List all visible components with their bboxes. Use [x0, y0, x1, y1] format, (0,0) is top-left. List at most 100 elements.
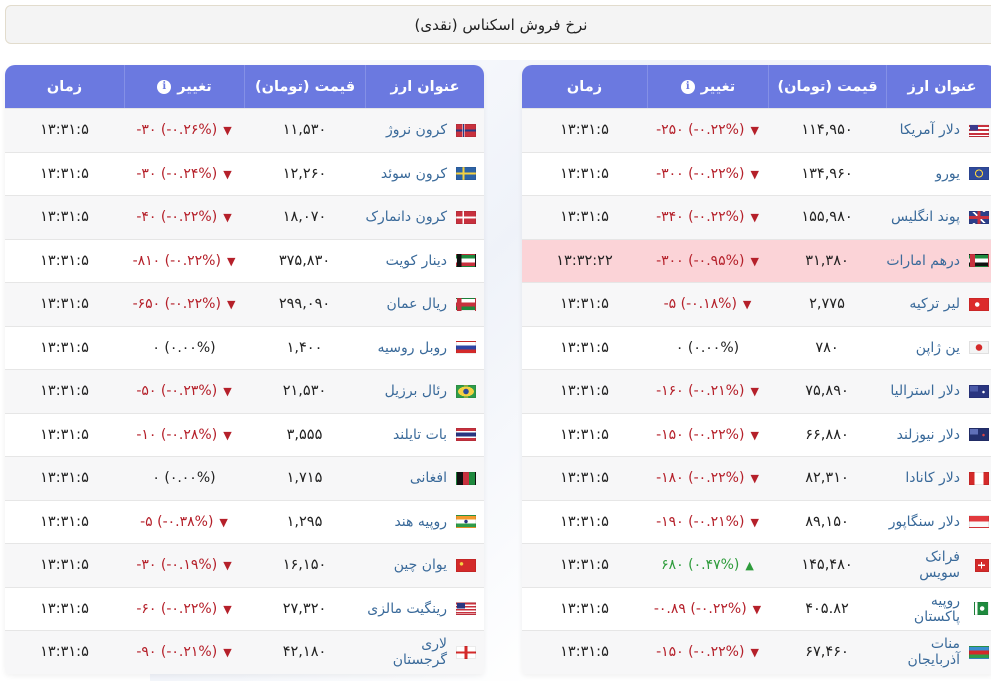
price-value: ۱,۴۰۰ [286, 339, 323, 356]
table-row[interactable]: کرون دانمارک ۱۸,۰۷۰ -۴۰ (-۰.۲۲%) ▼ ۱۳:۳۱:۵ [5, 195, 484, 239]
change-cell: ۰ (۰.۰۰%) [647, 327, 768, 370]
chevron-down-icon: ▼ [226, 254, 236, 268]
currency-name-cell[interactable]: لاری گرجستان [365, 631, 484, 674]
currency-name-link[interactable]: رینگیت مالزی [367, 600, 447, 617]
table-row[interactable]: رئال برزیل ۲۱,۵۳۰ -۵۰ (-۰.۲۳%) ▼ ۱۳:۳۱:۵ [5, 369, 484, 413]
table-row[interactable]: روپیه هند ۱,۲۹۵ -۵ (-۰.۳۸%) ▼ ۱۳:۳۱:۵ [5, 499, 484, 544]
table-row[interactable]: فرانک سویس ۱۴۵,۴۸۰ ۶۸۰ (۰.۴۷%) ▲ ۱۳:۳۱:۵ [522, 543, 991, 587]
currency-name-cell[interactable]: دلار استرالیا [886, 370, 991, 413]
currency-name-cell[interactable]: کرون نروژ [365, 109, 484, 152]
column-header-name[interactable]: عنوان ارز [365, 65, 484, 108]
currency-name-link[interactable]: درهم امارات [886, 252, 960, 269]
table-row[interactable]: یوان چین ۱۶,۱۵۰ -۳۰ (-۰.۱۹%) ▼ ۱۳:۳۱:۵ [5, 543, 484, 587]
table-row[interactable]: درهم امارات ۳۱,۳۸۰ -۳۰۰ (-۰.۹۵%) ▼ ۱۳:۳۲:۲۲ [522, 238, 991, 283]
currency-name-link[interactable]: یورو [935, 165, 960, 182]
time-cell: ۱۳:۳۱:۵ [5, 588, 124, 631]
price-value: ۱,۲۹۵ [286, 513, 323, 530]
currency-name-cell[interactable]: کرون سوئد [365, 153, 484, 196]
column-header-change[interactable]: تغییر i [647, 65, 768, 108]
table-row[interactable]: دلار آمریکا ۱۱۴,۹۵۰ -۲۵۰ (-۰.۲۲%) ▼ ۱۳:۳۱:۵ [522, 108, 991, 152]
currency-name-cell[interactable]: درهم امارات [886, 240, 991, 283]
change-cell: -۵ (-۰.۳۸%) ▼ [124, 501, 244, 544]
table-row[interactable]: بات تایلند ۳,۵۵۵ -۱۰ (-۰.۲۸%) ▼ ۱۳:۳۱:۵ [5, 412, 484, 457]
currency-name-link[interactable]: کرون نروژ [385, 122, 447, 139]
column-header-time[interactable]: زمان [566, 78, 603, 95]
currency-name-link[interactable]: کرون سوئد [380, 165, 447, 182]
flag-ca-icon [969, 471, 989, 485]
currency-name-link[interactable]: یوان چین [393, 557, 447, 574]
currency-name-cell[interactable]: رینگیت مالزی [365, 588, 484, 631]
currency-name-cell[interactable]: روپیه پاکستان [886, 588, 991, 631]
currency-name-link[interactable]: دلار آمریکا [899, 122, 960, 139]
column-header-name[interactable]: عنوان ارز [886, 65, 991, 108]
currency-name-cell[interactable]: افغانی [365, 457, 484, 500]
currency-name-link[interactable]: لاری گرجستان [392, 636, 447, 669]
currency-name-link[interactable]: ین ژاپن [915, 339, 960, 356]
currency-name-link[interactable]: دلار کانادا [905, 470, 960, 487]
table-row[interactable]: روبل روسیه ۱,۴۰۰ ۰ (۰.۰۰%) ۱۳:۳۱:۵ [5, 325, 484, 370]
info-icon[interactable]: i [680, 79, 695, 94]
currency-name-link[interactable]: روپیه پاکستان [913, 592, 960, 625]
currency-name-cell[interactable]: روپیه هند [365, 501, 484, 544]
table-row[interactable]: افغانی ۱,۷۱۵ ۰ (۰.۰۰%) ۱۳:۳۱:۵ [5, 456, 484, 500]
table-row[interactable]: کرون سوئد ۱۲,۲۶۰ -۳۰ (-۰.۲۴%) ▼ ۱۳:۳۱:۵ [5, 151, 484, 196]
table-row[interactable]: دلار سنگاپور ۸۹,۱۵۰ -۱۹۰ (-۰.۲۱%) ▼ ۱۳:۳۱:۵ [522, 499, 991, 544]
price-value: ۲۹۹,۰۹۰ [278, 296, 331, 313]
currency-name-link[interactable]: دلار استرالیا [890, 383, 960, 400]
currency-name-link[interactable]: لیر ترکیه [909, 296, 960, 313]
currency-name-link[interactable]: منات آذربایجان [907, 636, 960, 669]
table-row[interactable]: کرون نروژ ۱۱,۵۳۰ -۳۰ (-۰.۲۶%) ▼ ۱۳:۳۱:۵ [5, 108, 484, 152]
table-row[interactable]: پوند انگلیس ۱۵۵,۹۸۰ -۳۴۰ (-۰.۲۲%) ▼ ۱۳:۳۱:۵ [522, 195, 991, 239]
info-icon[interactable]: i [157, 79, 172, 94]
table-row[interactable]: یورو ۱۳۴,۹۶۰ -۳۰۰ (-۰.۲۲%) ▼ ۱۳:۳۱:۵ [522, 151, 991, 196]
column-header-change[interactable]: تغییر i [124, 65, 244, 108]
currency-name-cell[interactable]: یوان چین [365, 544, 484, 587]
currency-table-right: عنوان ارز قیمت (تومان) تغییر i زمان دلار … [522, 65, 991, 674]
currency-name-cell[interactable]: دینار کویت [365, 240, 484, 283]
currency-name-link[interactable]: ریال عمان [386, 296, 447, 313]
column-header-time[interactable]: زمان [46, 78, 83, 95]
column-header-price[interactable]: قیمت (تومان) [768, 65, 886, 108]
currency-name-link[interactable]: کرون دانمارک [365, 209, 447, 226]
currency-name-cell[interactable]: لیر ترکیه [886, 283, 991, 326]
currency-name-link[interactable]: رئال برزیل [384, 383, 447, 400]
currency-name-cell[interactable]: ریال عمان [365, 283, 484, 326]
table-row[interactable]: رینگیت مالزی ۲۷,۳۲۰ -۶۰ (-۰.۲۲%) ▼ ۱۳:۳۱:۵ [5, 586, 484, 631]
currency-name-cell[interactable]: فرانک سویس [886, 544, 991, 587]
table-row[interactable]: دلار کانادا ۸۲,۳۱۰ -۱۸۰ (-۰.۲۲%) ▼ ۱۳:۳۱:۵ [522, 456, 991, 500]
currency-name-cell[interactable]: رئال برزیل [365, 370, 484, 413]
table-row[interactable]: لاری گرجستان ۴۲,۱۸۰ -۹۰ (-۰.۲۱%) ▼ ۱۳:۳۱:۵ [5, 630, 484, 674]
table-row[interactable]: ریال عمان ۲۹۹,۰۹۰ -۶۵۰ (-۰.۲۲%) ▼ ۱۳:۳۱:۵ [5, 282, 484, 326]
currency-name-cell[interactable]: دلار سنگاپور [886, 501, 991, 544]
price-cell: ۲۷,۳۲۰ [244, 588, 365, 631]
currency-name-link[interactable]: روبل روسیه [377, 339, 447, 356]
currency-name-cell[interactable]: دلار آمریکا [886, 109, 991, 152]
currency-name-cell[interactable]: دلار نیوزلند [886, 414, 991, 457]
currency-name-link[interactable]: افغانی [409, 470, 447, 487]
currency-name-link[interactable]: بات تایلند [392, 426, 447, 443]
currency-name-cell[interactable]: منات آذربایجان [886, 631, 991, 674]
table-row[interactable]: روپیه پاکستان ۴۰۵.۸۲ -۰.۸۹ (-۰.۲۲%) ▼ ۱۳:۳۱:… [522, 586, 991, 631]
currency-name-link[interactable]: دلار سنگاپور [888, 513, 960, 530]
table-row[interactable]: لیر ترکیه ۲,۷۷۵ -۵ (-۰.۱۸%) ▼ ۱۳:۳۱:۵ [522, 282, 991, 326]
currency-name-link[interactable]: دلار نیوزلند [896, 426, 960, 443]
table-row[interactable]: منات آذربایجان ۶۷,۴۶۰ -۱۵۰ (-۰.۲۲%) ▼ ۱۳:۳۱:… [522, 630, 991, 674]
currency-name-cell[interactable]: روبل روسیه [365, 327, 484, 370]
currency-name-cell[interactable]: بات تایلند [365, 414, 484, 457]
table-row[interactable]: دینار کویت ۳۷۵,۸۳۰ -۸۱۰ (-۰.۲۲%) ▼ ۱۳:۳۱:۵ [5, 238, 484, 283]
price-cell: ۴۰۵.۸۲ [768, 588, 886, 631]
currency-name-cell[interactable]: دلار کانادا [886, 457, 991, 500]
column-header-price[interactable]: قیمت (تومان) [244, 65, 365, 108]
currency-name-link[interactable]: روپیه هند [394, 513, 447, 530]
currency-name-link[interactable]: فرانک سویس [919, 549, 960, 582]
currency-name-cell[interactable]: کرون دانمارک [365, 196, 484, 239]
currency-name-cell[interactable]: ین ژاپن [886, 327, 991, 370]
currency-name-link[interactable]: دینار کویت [385, 252, 447, 269]
currency-name-cell[interactable]: پوند انگلیس [886, 196, 991, 239]
table-row[interactable]: دلار استرالیا ۷۵,۸۹۰ -۱۶۰ (-۰.۲۱%) ▼ ۱۳:۳۱:۵ [522, 369, 991, 413]
currency-name-link[interactable]: پوند انگلیس [890, 209, 960, 226]
table-row[interactable]: ین ژاپن ۷۸۰ ۰ (۰.۰۰%) ۱۳:۳۱:۵ [522, 325, 991, 370]
currency-name-cell[interactable]: یورو [886, 153, 991, 196]
time-value: ۱۳:۳۱:۵ [560, 600, 609, 617]
table-row[interactable]: دلار نیوزلند ۶۶,۸۸۰ -۱۵۰ (-۰.۲۲%) ▼ ۱۳:۳۱:۵ [522, 412, 991, 457]
